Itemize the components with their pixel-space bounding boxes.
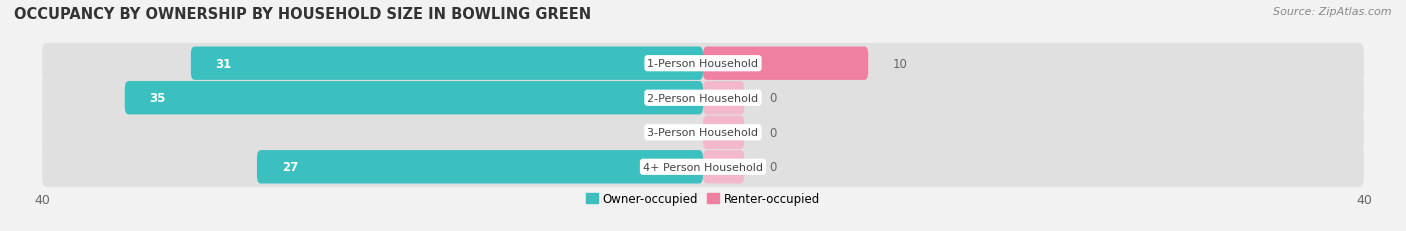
Text: 0: 0 (647, 126, 654, 139)
FancyBboxPatch shape (125, 82, 703, 115)
FancyBboxPatch shape (42, 44, 1364, 84)
Text: 0: 0 (769, 126, 776, 139)
FancyBboxPatch shape (703, 150, 744, 184)
Text: 0: 0 (769, 161, 776, 173)
Text: 1-Person Household: 1-Person Household (648, 59, 758, 69)
Text: 10: 10 (893, 58, 908, 70)
Text: OCCUPANCY BY OWNERSHIP BY HOUSEHOLD SIZE IN BOWLING GREEN: OCCUPANCY BY OWNERSHIP BY HOUSEHOLD SIZE… (14, 7, 591, 22)
FancyBboxPatch shape (703, 116, 744, 149)
FancyBboxPatch shape (42, 112, 1364, 153)
Text: 3-Person Household: 3-Person Household (648, 128, 758, 138)
Legend: Owner-occupied, Renter-occupied: Owner-occupied, Renter-occupied (581, 188, 825, 210)
FancyBboxPatch shape (42, 147, 1364, 187)
Text: 4+ Person Household: 4+ Person Household (643, 162, 763, 172)
FancyBboxPatch shape (191, 47, 703, 81)
FancyBboxPatch shape (703, 47, 868, 81)
Text: 31: 31 (215, 58, 232, 70)
Text: 27: 27 (281, 161, 298, 173)
FancyBboxPatch shape (257, 150, 703, 184)
Text: 35: 35 (149, 92, 166, 105)
Text: 2-Person Household: 2-Person Household (647, 93, 759, 103)
FancyBboxPatch shape (703, 82, 744, 115)
FancyBboxPatch shape (42, 78, 1364, 119)
Text: 0: 0 (769, 92, 776, 105)
Text: Source: ZipAtlas.com: Source: ZipAtlas.com (1274, 7, 1392, 17)
